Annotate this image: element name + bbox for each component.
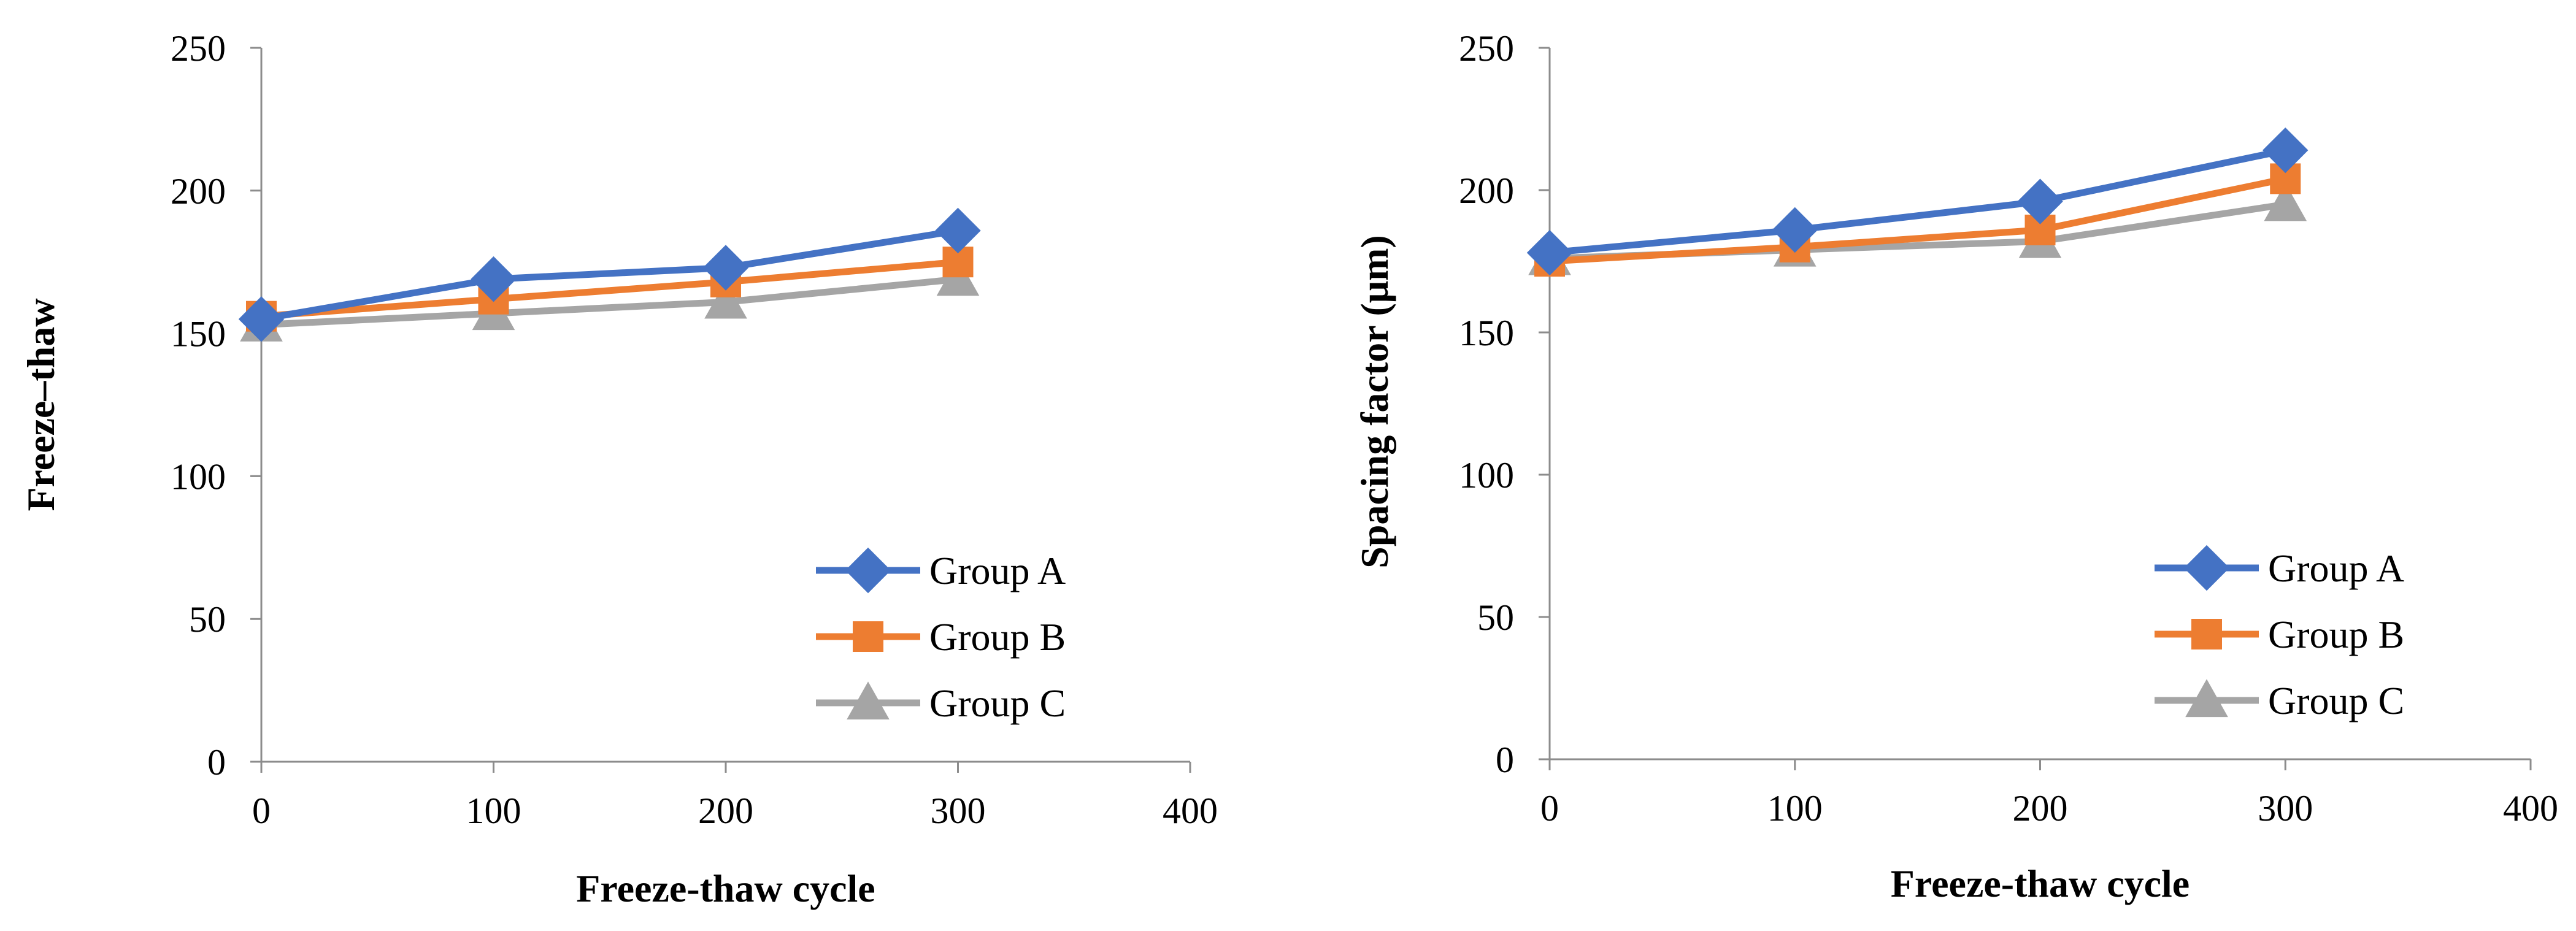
y-tick-label: 0: [1496, 740, 1514, 780]
x-axis-title: Freeze-thaw cycle: [1891, 862, 2190, 905]
legend-item: Group A: [816, 547, 1066, 594]
y-tick-label: 100: [1459, 455, 1514, 496]
legend-label: Group B: [2268, 613, 2404, 656]
series-group-a: [1526, 127, 2309, 276]
y-tick-label: 100: [171, 456, 226, 497]
series-line: [1546, 175, 2289, 265]
legend-marker: [2185, 679, 2228, 718]
x-tick-label: 200: [2013, 788, 2068, 829]
series-group-c: [240, 258, 980, 342]
legend: Group A Group B Group C: [816, 547, 1066, 725]
series-line: [258, 258, 961, 320]
data-point-marker: [935, 207, 981, 254]
x-tick-label: 0: [252, 791, 271, 831]
series-line: [258, 227, 961, 323]
series-group-a: [238, 207, 981, 342]
legend-label: Group C: [929, 681, 1066, 725]
y-tick-label: 250: [171, 28, 226, 69]
legend-marker: [2183, 545, 2230, 591]
x-tick-label: 100: [1767, 788, 1823, 829]
data-point-marker: [2263, 127, 2309, 174]
x-tick-label: 100: [466, 791, 521, 831]
data-point-marker: [1526, 229, 1573, 276]
legend-item: Group B: [2155, 613, 2404, 656]
x-tick-label: 400: [2503, 788, 2558, 829]
x-axis-title: Freeze-thaw cycle: [576, 867, 875, 910]
data-point-marker: [2017, 178, 2063, 224]
legend-label: Group A: [2268, 546, 2404, 590]
legend-item: Group C: [816, 681, 1066, 725]
x-tick-label: 300: [2258, 788, 2313, 829]
y-tick-label: 200: [1459, 170, 1514, 211]
y-axis-title: Freeze–thaw: [19, 298, 63, 511]
y-tick-label: 250: [1459, 28, 1514, 69]
x-tick-label: 400: [1163, 791, 1218, 831]
x-tick-label: 200: [698, 791, 753, 831]
data-point-marker: [1772, 207, 1818, 253]
y-tick-label: 50: [189, 599, 226, 640]
data-point-marker: [704, 280, 747, 319]
legend-marker: [847, 681, 890, 720]
chart-right: 0 50 100 150 200 250 0 100 200 300 400 Freeze-thaw …: [1353, 28, 2558, 905]
y-tick-label: 200: [171, 171, 226, 212]
legend: Group A Group B Group C: [2155, 545, 2404, 722]
legend-item: Group A: [2155, 545, 2404, 591]
data-point-marker: [238, 296, 285, 342]
legend-label: Group B: [929, 615, 1066, 659]
x-tick-label: 0: [1540, 788, 1559, 829]
data-point-marker: [2264, 183, 2307, 221]
legend-marker: [2191, 619, 2222, 649]
y-tick-label: 0: [207, 742, 226, 783]
data-point-marker: [702, 245, 749, 291]
y-tick-label: 150: [171, 314, 226, 354]
series-line: [1546, 147, 2289, 256]
legend-item: Group B: [816, 615, 1066, 659]
x-tick-label: 300: [931, 791, 986, 831]
data-point-marker: [471, 256, 517, 302]
legend-marker: [845, 547, 891, 594]
legend-label: Group C: [2268, 679, 2404, 722]
legend-marker: [853, 621, 883, 652]
chart-left: 0 50 100 150 200 250 0 100 200 300 400 Freeze-thaw …: [19, 28, 1218, 910]
y-axis-title: Spacing factor (μm): [1353, 235, 1396, 568]
legend-label: Group A: [929, 549, 1066, 592]
legend-item: Group C: [2155, 679, 2404, 722]
y-tick-label: 50: [1477, 597, 1514, 638]
y-tick-label: 150: [1459, 313, 1514, 353]
series-line: [258, 275, 961, 329]
